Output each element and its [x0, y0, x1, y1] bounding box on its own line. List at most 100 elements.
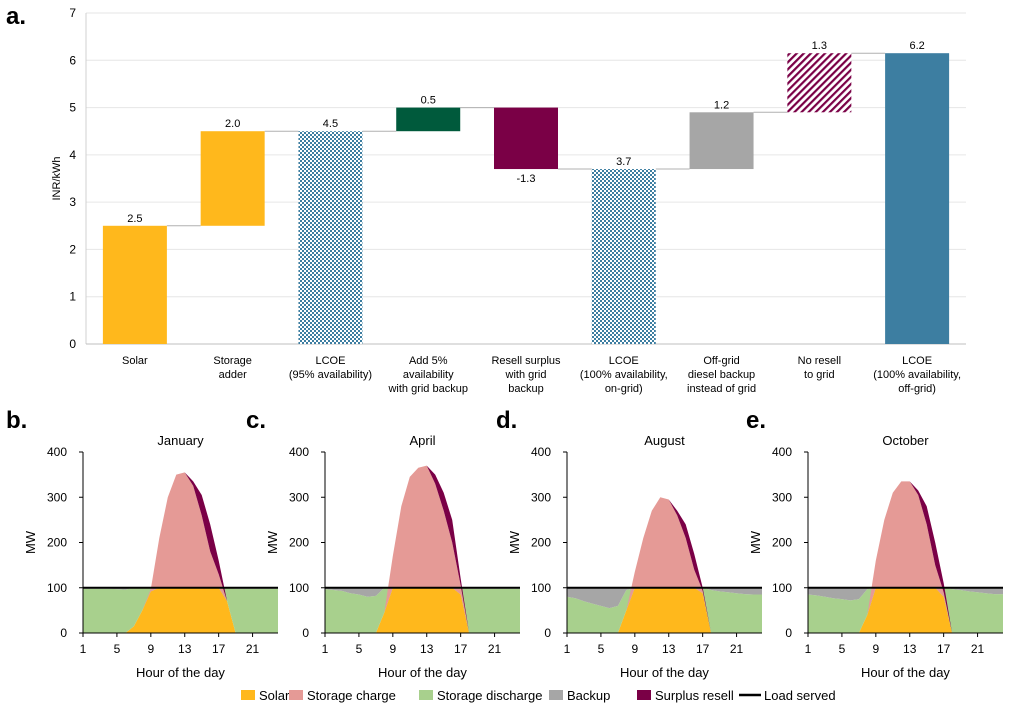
area-storage-discharge [325, 587, 520, 633]
area-storage-discharge [808, 587, 1003, 633]
x-tick-label: 17 [937, 642, 951, 656]
x-tick-label: 5 [839, 642, 846, 656]
legend-label: Surplus resell [655, 688, 734, 703]
chart-title: August [644, 433, 685, 448]
x-tick-label: 5 [356, 642, 363, 656]
y-tick-label: 200 [289, 536, 309, 550]
area-storage-charge [567, 497, 762, 633]
legend-label: Backup [567, 688, 610, 703]
legend-label: Load served [764, 688, 836, 703]
area-solar [808, 587, 1003, 633]
y-tick-label: 300 [531, 490, 551, 504]
panel-label-d: d. [496, 407, 517, 434]
category-label: on-grid) [605, 383, 643, 395]
waterfall-bar [298, 131, 363, 344]
category-label: No resell [798, 355, 841, 367]
y-axis-title: MW [23, 530, 38, 554]
legend-swatch-storage-discharge [419, 690, 433, 700]
y-tick-label: 4 [69, 148, 76, 162]
area-chart-april: 0 100 200 300 400 1 5 9 13 17 21 April Hour of the d… [265, 433, 520, 680]
x-tick-label: 9 [631, 642, 638, 656]
waterfall-bar [102, 225, 167, 344]
area-chart-october: 0 100 200 300 400 1 5 9 13 17 21 October Hour of the… [748, 433, 1003, 680]
x-tick-label: 1 [80, 642, 87, 656]
legend-swatch-storage-charge [289, 690, 303, 700]
x-tick-label: 13 [178, 642, 192, 656]
x-tick-label: 13 [903, 642, 917, 656]
x-tick-label: 17 [696, 642, 710, 656]
y-tick-label: 100 [47, 581, 67, 595]
y-tick-label: 6 [69, 53, 76, 67]
area-chart-january: 0 100 200 300 400 1 5 9 13 17 21 January Hour of the… [23, 433, 278, 680]
waterfall-bar [396, 107, 461, 132]
y-tick-label: 200 [47, 536, 67, 550]
waterfall-bar [787, 53, 852, 113]
x-tick-label: 9 [147, 642, 154, 656]
legend: Solar Storage charge Storage discharge Back… [241, 688, 836, 703]
category-label: backup [508, 383, 543, 395]
y-tick-label: 100 [531, 581, 551, 595]
bar-value-label: 0.5 [421, 95, 436, 107]
area-storage-discharge [83, 587, 278, 633]
x-tick-label: 1 [322, 642, 329, 656]
area-storage-charge [83, 472, 278, 633]
x-tick-label: 5 [598, 642, 605, 656]
legend-swatch-surplus-resell [637, 690, 651, 700]
x-tick-label: 21 [246, 642, 260, 656]
x-tick-label: 9 [389, 642, 396, 656]
category-label: (100% availability, [873, 369, 961, 381]
y-tick-label: 400 [531, 445, 551, 459]
y-tick-label: 0 [69, 337, 76, 351]
legend-label: Solar [259, 688, 290, 703]
category-label: diesel backup [688, 369, 755, 381]
y-axis-title: MW [507, 530, 522, 554]
legend-swatch-solar [241, 690, 255, 700]
panel-label-c: c. [246, 407, 266, 434]
y-tick-label: 100 [289, 581, 309, 595]
y-axis-title: INR/kWh [51, 157, 63, 201]
category-label: (95% availability) [289, 369, 372, 381]
waterfall-bar [200, 131, 265, 226]
y-tick-label: 7 [69, 6, 76, 20]
chart-title: April [409, 433, 435, 448]
y-tick-label: 3 [69, 195, 76, 209]
area-solar [325, 587, 520, 633]
x-axis-title: Hour of the day [861, 665, 950, 680]
y-tick-label: 200 [772, 536, 792, 550]
x-tick-label: 9 [872, 642, 879, 656]
bar-value-label: 2.5 [127, 213, 142, 225]
x-tick-label: 13 [420, 642, 434, 656]
y-tick-label: 400 [47, 445, 67, 459]
x-tick-label: 13 [662, 642, 676, 656]
waterfall-bar [885, 53, 950, 344]
x-tick-label: 17 [212, 642, 226, 656]
x-tick-label: 21 [971, 642, 985, 656]
category-label: (100% availability, [580, 369, 668, 381]
y-tick-label: 5 [69, 101, 76, 115]
waterfall-chart: 0 1 2 3 4 5 6 7 INR/kWh 2.5 Solar 2.0 Storage adder 4.… [51, 6, 966, 395]
category-label: LCOE [609, 355, 639, 367]
x-tick-label: 1 [805, 642, 812, 656]
bar-value-label: 1.3 [812, 40, 827, 52]
y-tick-label: 0 [785, 626, 792, 640]
y-axis-title: MW [748, 530, 763, 554]
category-label: LCOE [902, 355, 932, 367]
category-label: LCOE [315, 355, 345, 367]
category-label: Add 5% [409, 355, 448, 367]
legend-swatch-backup [549, 690, 563, 700]
legend-label: Storage charge [307, 688, 396, 703]
y-tick-label: 0 [544, 626, 551, 640]
category-label: with grid [505, 369, 547, 381]
y-tick-label: 300 [289, 490, 309, 504]
y-tick-label: 300 [47, 490, 67, 504]
area-storage-charge [325, 465, 520, 633]
y-axis-title: MW [265, 530, 280, 554]
bar-value-label: 1.2 [714, 99, 729, 111]
area-backup [808, 587, 1003, 601]
y-tick-label: 400 [772, 445, 792, 459]
y-tick-label: 1 [69, 290, 76, 304]
category-label: Off-grid [703, 355, 739, 367]
x-axis-title: Hour of the day [136, 665, 225, 680]
bar-value-label: 3.7 [616, 156, 631, 168]
category-label: with grid backup [387, 383, 468, 395]
